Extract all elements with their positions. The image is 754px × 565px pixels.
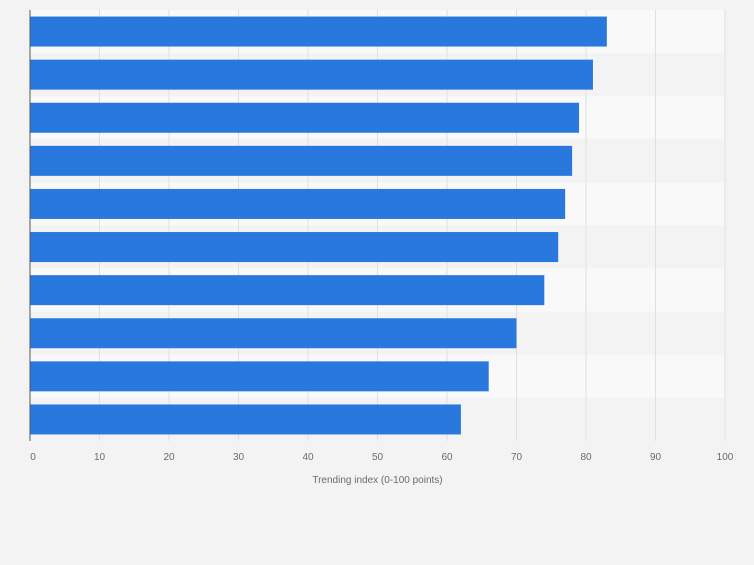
- bar[interactable]: [30, 318, 517, 349]
- x-tick-label: 100: [717, 452, 734, 463]
- x-tick-label: 40: [302, 452, 314, 463]
- x-tick-label: 60: [441, 452, 453, 463]
- x-tick-label: 90: [650, 452, 662, 463]
- x-tick-label: 50: [372, 452, 384, 463]
- bar[interactable]: [30, 59, 593, 90]
- bar[interactable]: [30, 102, 580, 133]
- x-tick-label: 30: [233, 452, 245, 463]
- x-axis-ticks: 0 10 20 30 40 50 60 70 80 90 100: [30, 452, 734, 463]
- x-tick-label: 70: [511, 452, 523, 463]
- bar[interactable]: [30, 232, 559, 263]
- bar[interactable]: [30, 16, 607, 47]
- bar[interactable]: [30, 188, 566, 219]
- bars: [30, 16, 607, 435]
- bar[interactable]: [30, 275, 545, 306]
- x-tick-label: 80: [580, 452, 592, 463]
- x-axis-title: Trending index (0-100 points): [312, 475, 442, 486]
- bar[interactable]: [30, 145, 573, 176]
- x-tick-label: 10: [94, 452, 106, 463]
- bar[interactable]: [30, 404, 461, 435]
- x-tick-label: 0: [30, 452, 36, 463]
- bar[interactable]: [30, 361, 489, 392]
- x-tick-label: 20: [163, 452, 175, 463]
